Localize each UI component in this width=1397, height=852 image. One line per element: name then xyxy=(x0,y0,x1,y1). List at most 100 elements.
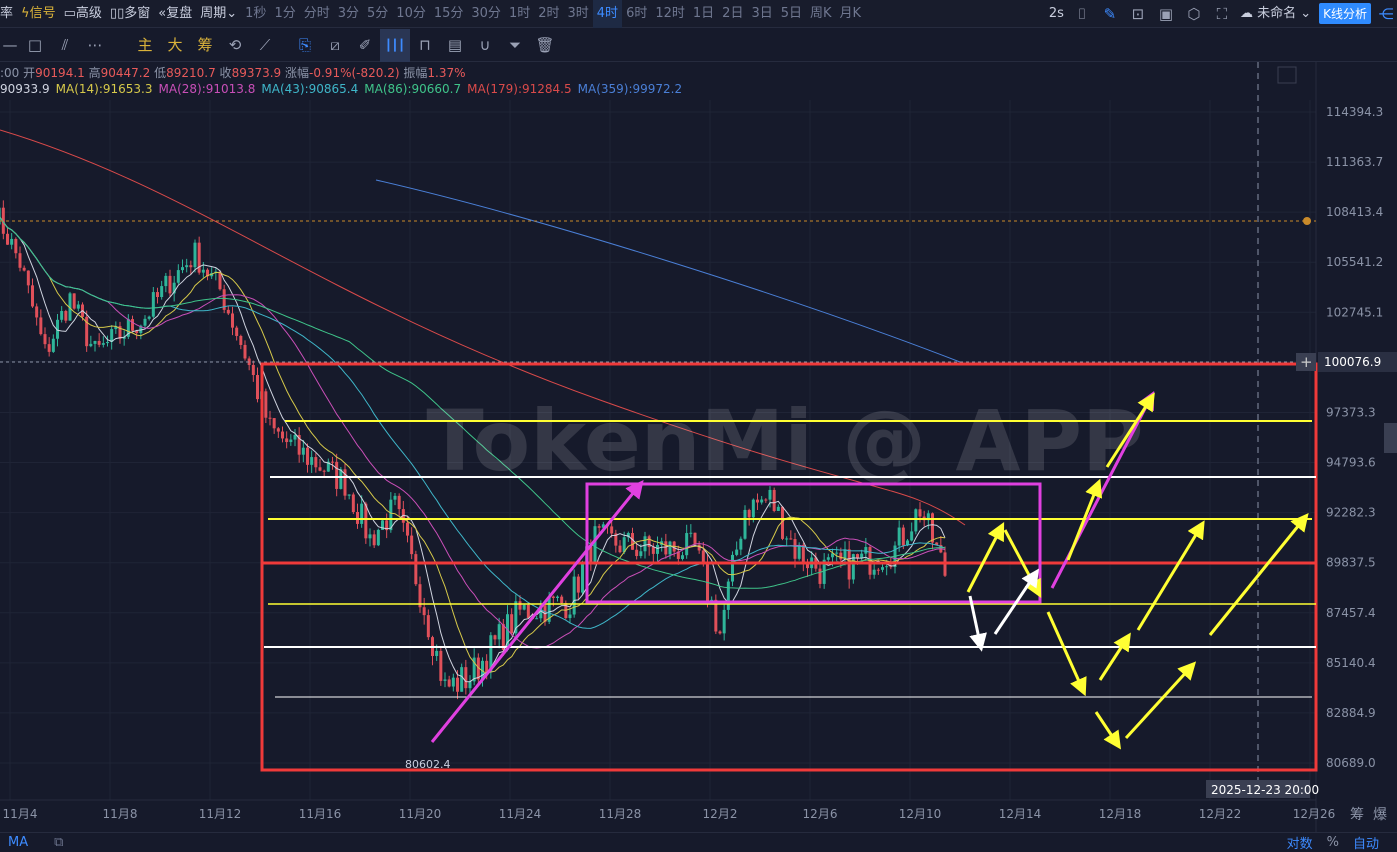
percent-button[interactable]: % xyxy=(1326,835,1339,850)
share-icon[interactable]: ⋲ xyxy=(1378,4,1394,23)
note-icon[interactable]: ▤ xyxy=(447,35,463,54)
advanced-button[interactable]: ▭高级 xyxy=(63,5,102,21)
date-tick: 12月6 xyxy=(803,807,838,821)
plus-icon: + xyxy=(1300,353,1313,371)
horizontal-line-icon[interactable]: — xyxy=(2,35,18,54)
main-force-button[interactable]: 主 xyxy=(137,35,153,54)
settings-icon[interactable]: ⬡ xyxy=(1187,4,1201,23)
price-tick: 97373.3 xyxy=(1326,405,1376,419)
candle-body xyxy=(643,536,647,552)
bookmark-icon[interactable]: ⎘ xyxy=(298,35,311,54)
more-icon[interactable]: ⋯ xyxy=(87,35,103,54)
candle-body xyxy=(110,329,114,342)
auto-scale-button[interactable]: 自动 xyxy=(1352,837,1379,852)
close-value: 89373.9 xyxy=(231,66,282,80)
arrow xyxy=(1098,632,1131,681)
pen-icon[interactable]: ✐ xyxy=(358,35,372,54)
period-16[interactable]: 3日 xyxy=(751,5,773,21)
candle-body xyxy=(935,542,939,545)
period-dropdown[interactable]: 周期⌄ xyxy=(200,5,238,21)
candles-icon[interactable]: ┃┃┃ xyxy=(380,28,410,62)
crosshair-date-box xyxy=(1206,780,1310,798)
brush-icon[interactable]: ⟋ xyxy=(259,35,271,54)
layout-dropdown[interactable]: ☁ 未命名 ⌄ xyxy=(1239,5,1312,21)
chip-button[interactable]: 筹 xyxy=(197,35,213,54)
camera-icon[interactable]: ⌷ xyxy=(1077,4,1087,23)
candle-body xyxy=(789,538,793,540)
period-14[interactable]: 1日 xyxy=(692,5,715,21)
side-panel-handle[interactable] xyxy=(1384,423,1397,453)
ma-indicator-label[interactable]: MA xyxy=(8,835,29,850)
lightning-icon: ϟ xyxy=(21,5,30,21)
replay-button[interactable]: «复盘 xyxy=(158,5,193,21)
parallel-lines-icon[interactable]: ⫽ xyxy=(61,35,69,54)
candle-body xyxy=(739,538,743,550)
period-18[interactable]: 周K xyxy=(810,5,832,21)
candle-body xyxy=(126,319,130,337)
add-alert-button[interactable] xyxy=(1296,353,1316,371)
arrow xyxy=(966,522,1005,593)
k-analysis-button[interactable]: K线分析 xyxy=(1319,3,1371,24)
arrow xyxy=(1124,661,1197,740)
candle-body xyxy=(356,512,359,524)
candle-body xyxy=(601,524,605,528)
filter-icon[interactable]: ⏷ xyxy=(508,35,521,54)
cloud-icon: ☁ xyxy=(1239,5,1253,21)
candle-body xyxy=(131,319,134,331)
candle-body xyxy=(593,526,597,565)
pencil-icon[interactable]: ✎ xyxy=(1103,4,1117,23)
sync-icon[interactable]: ⟲ xyxy=(228,35,242,54)
candle-body xyxy=(139,325,143,334)
multi-window-button[interactable]: ▯▯多窗 xyxy=(109,5,151,21)
indicator-icon[interactable]: ▣ xyxy=(1158,4,1174,23)
cut-item[interactable]: 率 xyxy=(0,5,14,21)
candle-body xyxy=(931,513,934,543)
candle-body xyxy=(189,265,193,268)
period-5[interactable]: 10分 xyxy=(396,5,426,21)
candle-body xyxy=(818,568,822,584)
period-1[interactable]: 1分 xyxy=(274,5,296,21)
period-3[interactable]: 3分 xyxy=(337,5,360,21)
big-order-button[interactable]: 大 xyxy=(167,35,183,54)
add-window-icon[interactable]: ⊡ xyxy=(1131,4,1145,23)
signal-button[interactable]: ϟ信号 xyxy=(21,5,56,21)
candle-body xyxy=(0,207,1,225)
period-6[interactable]: 15分 xyxy=(433,5,464,21)
period-19[interactable]: 月K xyxy=(839,5,862,21)
period-0[interactable]: 1秒 xyxy=(245,5,267,21)
date-tick: 11月12 xyxy=(199,807,242,821)
period-11[interactable]: 4时 xyxy=(592,0,623,28)
period-2[interactable]: 分时 xyxy=(303,5,330,21)
magnet-icon[interactable]: ∪ xyxy=(479,35,491,54)
ruler-icon[interactable]: ⧄ xyxy=(330,35,340,54)
arrow xyxy=(993,568,1040,635)
fullscreen-icon[interactable]: ⛶ xyxy=(1216,4,1228,23)
candle-body xyxy=(239,335,243,345)
refresh-interval[interactable]: 2s xyxy=(1048,5,1064,21)
candle-body xyxy=(714,599,718,632)
candle-body xyxy=(676,551,680,559)
period-8[interactable]: 1时 xyxy=(508,5,531,21)
period-13[interactable]: 12时 xyxy=(655,5,685,21)
rectangle-icon[interactable]: □ xyxy=(27,35,43,54)
candle-body xyxy=(472,657,476,682)
candle-body xyxy=(314,457,318,468)
log-scale-button[interactable]: 对数 xyxy=(1286,837,1313,852)
candle-body xyxy=(272,418,276,429)
lock-icon[interactable]: ⊓ xyxy=(419,35,431,54)
candle-body xyxy=(147,316,151,319)
period-17[interactable]: 5日 xyxy=(780,5,803,21)
trash-icon[interactable]: 🗑 xyxy=(535,35,555,54)
candle-body xyxy=(193,242,197,268)
period-9[interactable]: 2时 xyxy=(538,5,560,21)
period-15[interactable]: 2日 xyxy=(722,5,744,21)
period-7[interactable]: 30分 xyxy=(471,5,501,21)
date-tick: 12月18 xyxy=(1099,807,1142,821)
edit-icon[interactable]: ⧉ xyxy=(54,835,64,850)
period-12[interactable]: 6时 xyxy=(626,5,648,21)
candle-body xyxy=(622,537,626,553)
period-10[interactable]: 3时 xyxy=(567,5,589,21)
collapse-button[interactable] xyxy=(1277,66,1297,84)
period-4[interactable]: 5分 xyxy=(367,5,389,21)
